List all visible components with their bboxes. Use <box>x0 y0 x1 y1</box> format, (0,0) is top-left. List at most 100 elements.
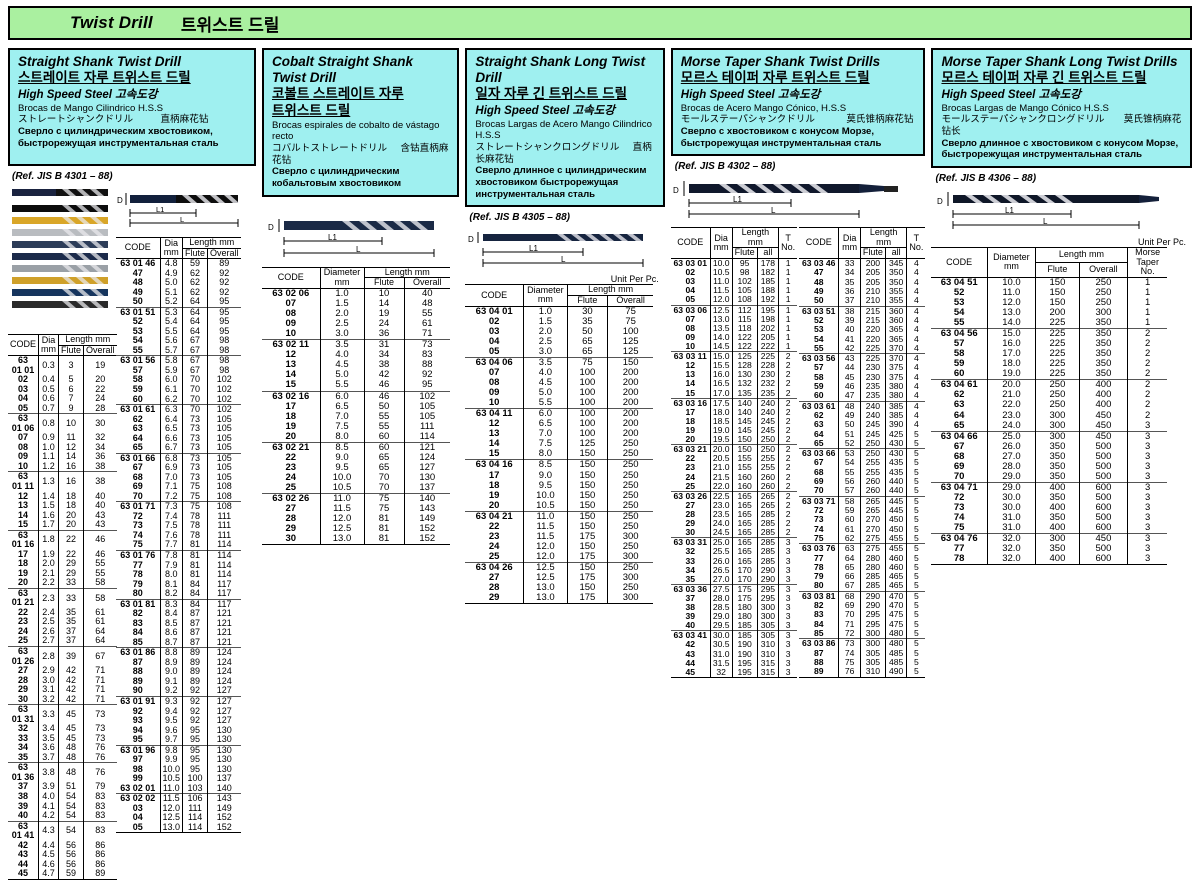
cell-overall: 350 <box>1078 349 1128 360</box>
cell-code: 07 <box>285 297 297 309</box>
table-row: 63 04 21 11.0 150 250 <box>465 510 654 522</box>
cell-code: 22 <box>285 451 297 463</box>
svg-text:L: L <box>356 245 361 254</box>
cell-overall: 250 <box>1078 297 1128 308</box>
cell-diameter: 7.2 <box>159 491 183 502</box>
cell-diameter: 64 <box>838 553 861 563</box>
table-row: 64 51 245 425 5 <box>799 429 926 439</box>
cell-overall: 117 <box>207 579 241 590</box>
cell-flute: 230 <box>859 363 886 373</box>
svg-text:L: L <box>1043 217 1048 226</box>
cell-overall: 19 <box>83 355 117 376</box>
cell-overall: 127 <box>403 462 450 473</box>
table-row: 63 03 21 20.0 150 250 2 <box>670 444 798 455</box>
cell-taper-no: 3 <box>1126 451 1168 462</box>
cell-diameter: 3.0 <box>38 675 59 686</box>
cell-overall: 360 <box>884 315 907 326</box>
cell-overall: 98 <box>207 365 241 376</box>
cell-overall: 55 <box>83 568 117 579</box>
cell-overall: 105 <box>403 401 450 412</box>
cell-diameter: 15.0 <box>709 351 733 362</box>
table-row: 63 02 26 11.0 75 140 <box>262 493 450 505</box>
table-row: 20 8.0 60 114 <box>262 431 450 443</box>
cell-flute: 37 <box>58 636 84 647</box>
cell-flute: 98 <box>731 267 758 278</box>
table-row: 79 8.1 84 117 <box>116 579 241 590</box>
cell-code: 25 <box>285 482 297 494</box>
cell-overall: 350 <box>1078 359 1128 370</box>
cell-code: 57 <box>953 338 965 350</box>
cell-diameter: 11.5 <box>159 793 183 804</box>
cell-overall: 127 <box>207 706 241 717</box>
cell-code: 63 03 06 <box>670 304 711 315</box>
cell-taper-no: 5 <box>906 458 926 468</box>
table-row: 18 9.5 150 250 <box>465 480 654 491</box>
drill-bits-photo <box>12 189 108 308</box>
cell-diameter: 56 <box>838 476 861 487</box>
cell-code: 63 03 76 <box>799 543 839 554</box>
cell-overall: 71 <box>403 329 450 340</box>
cell-diameter: 32.0 <box>986 533 1036 545</box>
table-header-row: CODE Diameter mm Length mm <box>262 267 450 289</box>
cell-code: 65 <box>132 442 143 453</box>
cell-code: 18 <box>18 558 29 569</box>
cell-taper-no: 4 <box>906 325 926 335</box>
cell-flute: 300 <box>1034 410 1080 421</box>
cell-overall: 385 <box>884 410 907 421</box>
cell-taper-no: 3 <box>778 583 798 594</box>
cell-overall: 260 <box>756 472 779 482</box>
table-row: 04 0.6 7 24 <box>8 393 117 404</box>
section-material: High Speed Steel 고속도강 <box>18 88 158 101</box>
cell-diameter: 6.1 <box>159 384 183 395</box>
cell-code: 44 <box>685 657 696 668</box>
cell-flute: 67 <box>182 345 208 356</box>
cell-taper-no: 2 <box>778 509 798 520</box>
col-header-diameter: Dia mm <box>709 227 733 259</box>
cell-diameter: 2.0 <box>522 326 568 337</box>
col-header-taper-no: T No. <box>778 227 798 259</box>
table-row: 68 27.0 350 500 3 <box>931 451 1168 462</box>
cell-overall: 102 <box>207 375 241 385</box>
cell-overall: 40 <box>83 500 117 511</box>
table-row: 58 45 230 375 4 <box>799 372 926 382</box>
cell-flute: 255 <box>859 467 886 477</box>
cell-overall: 365 <box>884 334 907 344</box>
cell-code: 63 04 66 <box>931 430 988 442</box>
cell-code: 17 <box>685 406 696 417</box>
table-row: 60 47 235 380 4 <box>799 391 926 402</box>
cell-flute: 112 <box>731 304 758 315</box>
cell-code: 14 <box>685 378 696 389</box>
cell-diameter: 9.5 <box>319 462 364 473</box>
cell-overall: 114 <box>403 431 450 443</box>
cell-flute: 150 <box>566 583 608 594</box>
cell-code: 63 03 26 <box>670 490 711 501</box>
cell-flute: 150 <box>1034 277 1080 288</box>
cell-code: 63 01 56 <box>116 355 160 366</box>
table-row: 52 11.0 150 250 1 <box>931 287 1168 298</box>
cell-code: 67 <box>813 457 824 468</box>
table-row: 68 55 255 435 5 <box>799 467 926 477</box>
cell-code: 29 <box>285 523 297 535</box>
col-header-overall: Overall <box>606 295 654 307</box>
cell-flute: 400 <box>1034 481 1080 494</box>
table-row: 25 22.0 160 260 2 <box>671 481 798 492</box>
cell-overall: 350 <box>1078 318 1128 329</box>
cell-code: 63 03 71 <box>799 495 839 506</box>
cell-overall: 250 <box>606 583 654 594</box>
cell-diameter: 7.5 <box>522 439 568 450</box>
cell-diameter: 4.8 <box>159 258 183 269</box>
cell-flute: 92 <box>182 715 208 726</box>
col-header-code: CODE <box>116 237 160 260</box>
cell-flute: 165 <box>731 518 758 529</box>
cell-diameter: 12.5 <box>159 813 183 823</box>
table-row: 83 8.5 87 121 <box>116 618 241 629</box>
cell-flute: 150 <box>731 444 758 455</box>
cell-overall: 71 <box>83 685 117 695</box>
cell-diameter: 31.0 <box>986 523 1036 534</box>
table-row: 75 31.0 400 600 3 <box>931 523 1168 534</box>
cell-code: 18 <box>685 415 696 426</box>
cell-overall: 140 <box>403 493 450 505</box>
cell-flute: 270 <box>859 515 886 525</box>
cell-overall: 300 <box>1078 307 1128 318</box>
cell-overall: 105 <box>207 472 241 483</box>
